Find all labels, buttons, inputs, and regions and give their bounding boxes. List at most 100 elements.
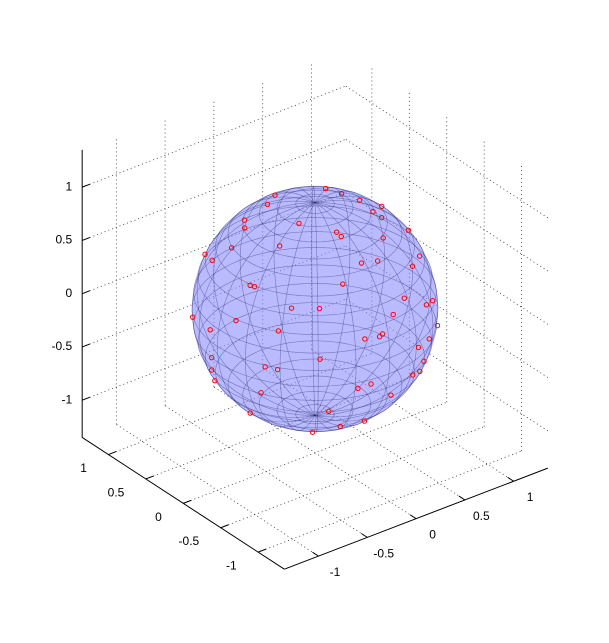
sphere-mesh: [198, 202, 316, 418]
point: [376, 334, 383, 340]
sphere-mesh: [276, 188, 354, 227]
sphere-mesh: [314, 202, 391, 427]
y-tick: [108, 451, 117, 456]
point: [390, 311, 396, 318]
z-tick-label: 1: [65, 179, 72, 193]
point: [275, 328, 282, 334]
point: [410, 372, 416, 378]
grid-line: [345, 192, 549, 325]
sphere-mesh: [314, 195, 413, 416]
point: [401, 295, 408, 301]
point: [388, 392, 394, 398]
sphere-mesh: [217, 202, 316, 423]
z-tick-label: -1: [62, 392, 73, 406]
x-tick: [361, 533, 368, 538]
sphere-mesh: [239, 191, 316, 416]
point: [241, 217, 248, 223]
grid-line: [345, 298, 549, 432]
point: [233, 317, 239, 324]
point: [264, 201, 271, 208]
point: [326, 408, 332, 415]
grid-line: [262, 367, 466, 501]
y-tick: [220, 524, 229, 529]
point: [274, 366, 281, 373]
point: [340, 281, 346, 287]
sphere-mesh: [314, 202, 319, 433]
point: [202, 251, 208, 258]
z-tick-label: 0: [65, 286, 72, 300]
point: [409, 263, 416, 269]
point: [379, 331, 386, 337]
point: [417, 368, 423, 374]
sphere-mesh: [227, 340, 403, 429]
sphere-mesh: [295, 404, 335, 425]
grid-line: [213, 386, 417, 520]
grid-line: [345, 85, 549, 219]
point: [258, 389, 264, 396]
y-tick: [145, 475, 154, 480]
sphere-mesh: [273, 187, 316, 416]
point: [374, 258, 381, 264]
point: [423, 302, 430, 308]
sphere-mesh: [295, 193, 335, 214]
point: [434, 322, 441, 329]
point: [296, 220, 302, 227]
x-tick: [409, 514, 417, 520]
point: [378, 214, 385, 221]
sphere-mesh: [197, 283, 433, 401]
point: [251, 283, 258, 290]
point: [262, 364, 268, 370]
point: [380, 235, 386, 241]
sphere-mesh: [227, 189, 403, 278]
sphere-mesh: [196, 200, 316, 416]
point: [355, 385, 361, 392]
point: [370, 208, 376, 215]
sphere-mesh: [213, 196, 316, 416]
point: [276, 243, 283, 249]
point: [317, 356, 323, 362]
y-tick: [257, 548, 267, 553]
sphere-mesh: [314, 202, 357, 431]
point: [209, 257, 215, 264]
sphere-mesh: [276, 391, 354, 430]
point: [272, 192, 278, 198]
point: [416, 253, 423, 259]
point: [405, 227, 412, 233]
z-tick-label: 0.5: [55, 233, 72, 247]
x-tick-label: -0.5: [373, 546, 394, 560]
point: [212, 378, 218, 384]
point: [368, 381, 374, 387]
point: [415, 344, 422, 351]
sphere-mesh: [245, 202, 316, 428]
z-tick: [81, 236, 91, 241]
z-tick: [81, 343, 91, 348]
point: [241, 225, 248, 231]
sphere-mesh: [193, 264, 437, 387]
point: [247, 410, 253, 416]
point: [356, 197, 363, 203]
point: [426, 336, 432, 342]
sphere-mesh: [193, 231, 437, 354]
point: [337, 423, 343, 430]
x-tick: [507, 476, 514, 482]
sphere-mesh: [215, 321, 415, 422]
x-tick-label: -1: [330, 565, 341, 579]
z-tick: [81, 396, 91, 401]
sphere-mesh: [279, 202, 316, 431]
point: [322, 185, 329, 192]
y-tick-label: 1: [80, 461, 87, 475]
point: [189, 314, 196, 320]
point: [358, 260, 365, 266]
sphere-mesh: [311, 185, 316, 416]
sphere: [192, 186, 438, 432]
x-tick-label: 0: [429, 528, 436, 542]
sphere-mesh: [205, 302, 425, 413]
sphere-mesh: [205, 205, 425, 316]
point: [362, 336, 368, 342]
sphere-mesh: [314, 187, 351, 416]
point: [208, 354, 215, 361]
grid-line: [345, 245, 549, 378]
point: [429, 298, 436, 304]
point: [207, 327, 213, 333]
